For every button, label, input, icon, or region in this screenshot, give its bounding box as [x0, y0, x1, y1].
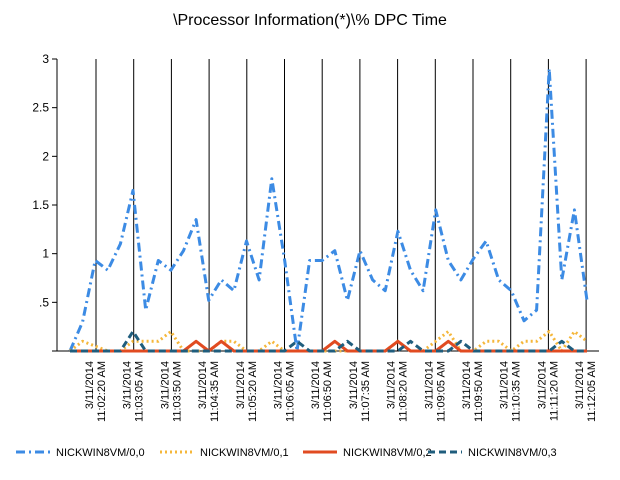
x-tick-label: 3/11/2014 11:11:20 AM: [536, 361, 560, 421]
x-tick-label: 3/11/2014 11:07:35 AM: [348, 361, 372, 422]
x-tick-date: 3/11/2014: [84, 361, 96, 409]
x-tick-label: 3/11/2014 11:08:20 AM: [386, 361, 410, 422]
x-tick-date: 3/11/2014: [461, 361, 473, 409]
x-tick-time: 11:09:50 AM: [473, 361, 485, 422]
chart-title: \Processor Information(*)\% DPC Time: [173, 12, 447, 29]
x-tick-time: 11:04:35 AM: [209, 361, 221, 422]
x-tick-time: 11:08:20 AM: [398, 361, 410, 422]
x-tick-time: 11:03:50 AM: [171, 361, 183, 422]
series-line-3: [70, 330, 587, 353]
x-tick-date: 3/11/2014: [348, 361, 360, 409]
x-tick-time: 11:12:05 AM: [586, 361, 598, 422]
series-line-0: [68, 67, 589, 353]
x-tick-date: 3/11/2014: [536, 361, 548, 409]
series-line-1: [69, 330, 588, 353]
x-tick-label: 3/11/2014 11:12:05 AM: [574, 361, 598, 422]
x-tick-time: 11:10:35 AM: [511, 361, 523, 422]
y-tick-label: 3: [42, 52, 49, 66]
x-tick-date: 3/11/2014: [159, 361, 171, 409]
x-tick-date: 3/11/2014: [273, 361, 285, 409]
x-tick-label: 3/11/2014 11:06:05 AM: [273, 361, 297, 422]
x-tick-time: 11:09:05 AM: [435, 361, 447, 422]
x-tick-label: 3/11/2014 11:09:50 AM: [461, 361, 485, 422]
x-tick-time: 11:05:20 AM: [247, 361, 259, 422]
x-tick-label: 3/11/2014 11:06:50 AM: [310, 361, 334, 422]
x-tick-time: 11:07:35 AM: [360, 361, 372, 422]
x-tick-label: 3/11/2014 11:05:20 AM: [235, 361, 259, 422]
legend-label: NICKWIN8VM/0,2: [343, 447, 432, 459]
y-tick-label: .5: [39, 295, 49, 309]
x-tick-date: 3/11/2014: [122, 361, 134, 409]
x-tick-time: 11:06:05 AM: [285, 361, 297, 422]
x-tick-time: 11:03:05 AM: [134, 361, 146, 422]
x-tick-date: 3/11/2014: [499, 361, 511, 409]
x-tick-label: 3/11/2014 11:09:05 AM: [423, 361, 447, 422]
x-tick-label: 3/11/2014 11:03:50 AM: [159, 361, 183, 422]
y-tick-label: 2: [42, 149, 49, 163]
legend-label: NICKWIN8VM/0,0: [56, 447, 145, 459]
x-tick-date: 3/11/2014: [310, 361, 322, 409]
x-tick-time: 11:02:20 AM: [96, 361, 108, 422]
x-tick-date: 3/11/2014: [235, 361, 247, 409]
x-tick-date: 3/11/2014: [574, 361, 586, 409]
x-tick-label: 3/11/2014 11:10:35 AM: [499, 361, 523, 422]
y-tick-label: 2.5: [32, 101, 49, 115]
x-tick-label: 3/11/2014 11:03:05 AM: [122, 361, 146, 422]
x-tick-label: 3/11/2014 11:02:20 AM: [84, 361, 108, 422]
x-tick-label: 3/11/2014 11:04:35 AM: [197, 361, 221, 422]
x-tick-date: 3/11/2014: [423, 361, 435, 409]
y-tick-label: 1: [42, 247, 49, 261]
x-tick-date: 3/11/2014: [197, 361, 209, 409]
x-tick-time: 11:11:20 AM: [548, 361, 560, 421]
y-tick-label: 1.5: [32, 198, 49, 212]
x-tick-time: 11:06:50 AM: [322, 361, 334, 422]
legend-label: NICKWIN8VM/0,1: [200, 447, 289, 459]
x-tick-date: 3/11/2014: [386, 361, 398, 409]
legend-label: NICKWIN8VM/0,3: [468, 447, 557, 459]
